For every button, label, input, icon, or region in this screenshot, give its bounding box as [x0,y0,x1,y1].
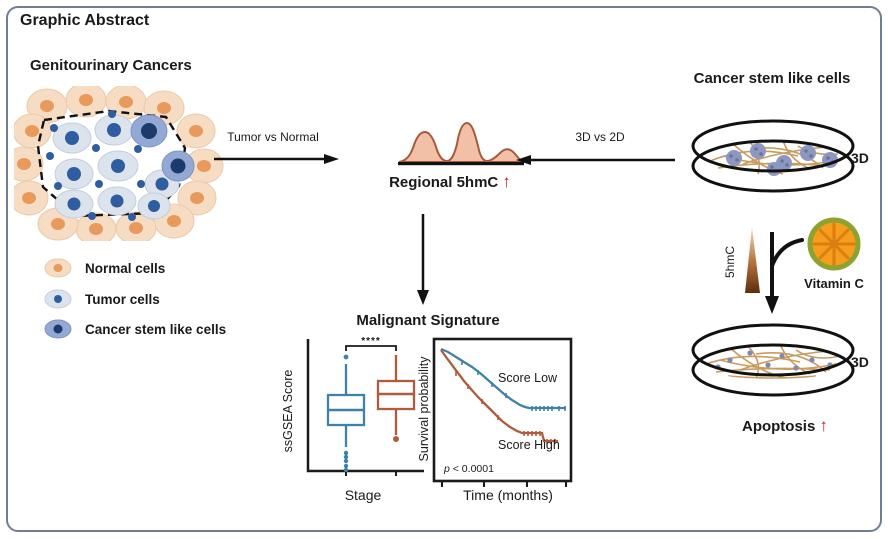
p-value-label: p < 0.0001 [444,463,494,475]
5hmc-gradient-label: 5hmC [723,246,737,279]
survival-chart [432,337,573,487]
5hmc-gradient-wedge [745,227,760,293]
dish-3d-spheroids [691,119,855,193]
score-high-label: Score High [498,438,560,452]
cancer-stem-cell-icon [44,319,72,339]
legend-label: Normal cells [85,260,166,276]
boxplot-chart [306,339,424,476]
legend-label: Cancer stem like cells [85,321,227,337]
5hmc-peak-track [398,121,524,166]
significance-stars: **** [361,336,381,347]
arrow-right-icon [214,154,339,164]
tumor-vs-normal-label: Tumor vs Normal [227,130,319,144]
orange-fruit-icon [807,217,861,271]
tumor-cells-group [46,110,180,221]
spheroids [726,143,838,176]
legend-item-tumor-cells: Tumor cells [44,289,160,309]
boxplot-y-axis-label: ssGSEA Score [281,369,295,453]
malignant-signature-heading: Malignant Signature [356,312,500,329]
cell-cluster-illustration [14,86,224,241]
boxplot-x-axis-label: Stage [344,487,382,503]
cancer-stem-cells-heading: Cancer stem like cells [693,70,851,87]
survival-curve-high [440,349,558,444]
survival-y-axis-label: Survival probability [417,356,431,462]
dish2-3d-label: 3D [851,354,869,370]
legend-item-normal-cells: Normal cells [44,258,165,278]
normal-cell-icon [44,258,72,278]
cancer-stem-cells-group [130,114,195,182]
tumor-cell-icon [44,289,72,309]
page-title: Graphic Abstract [20,12,150,29]
figure-frame [6,6,882,532]
normal-cell-ring [14,86,224,241]
boxplot-orange-series [376,355,416,442]
up-arrow-icon: ↑ [819,416,829,435]
legend-label: Tumor cells [85,291,160,307]
scattered-nuclei [46,110,145,221]
apoptosis-label: Apoptosis ↑ [741,416,829,435]
arrow-left-icon [516,155,675,165]
regional-5hmc-label: Regional 5hmC ↑ [389,172,511,191]
survival-curve-low [440,347,566,411]
genitourinary-heading: Genitourinary Cancers [30,57,192,74]
arrow-down-icon [417,214,429,305]
vitamin-c-label: Vitamin C [804,276,864,291]
boxplot-blue-series [326,354,366,473]
score-low-label: Score Low [498,371,558,385]
vitamin-c-treatment-arrow [765,232,804,314]
survival-x-axis-label: Time (months) [463,487,553,503]
dish1-3d-label: 3D [851,150,869,166]
dish1-contents [707,140,839,176]
significance-bracket [345,345,397,351]
3d-vs-2d-label: 3D vs 2D [575,130,625,144]
legend-item-cancer-stem-cells: Cancer stem like cells [44,319,226,339]
up-arrow-icon: ↑ [502,172,511,191]
dish-3d-apoptosis [691,323,855,397]
